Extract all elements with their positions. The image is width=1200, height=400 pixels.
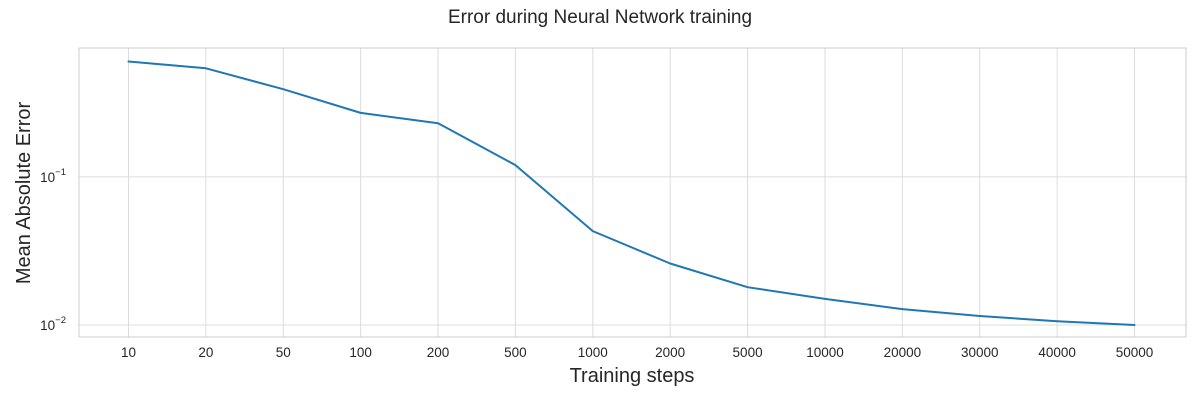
y-axis-ticks: 10−1 10−2 [40,167,66,333]
x-tick-label: 10 [121,345,136,360]
x-tick-label: 100 [349,345,372,360]
series-layer [127,60,1136,327]
y-axis-label: Mean Absolute Error [13,102,35,285]
x-axis-label: Training steps [570,365,695,387]
chart-title: Error during Neural Network training [448,7,752,28]
x-tick-label: 50000 [1116,345,1154,360]
x-tick-label: 200 [427,345,450,360]
series-line [127,60,1136,327]
x-tick-label: 20000 [884,345,922,360]
grid [79,48,1186,337]
y-tick-label: 10−2 [40,315,66,333]
x-tick-label: 5000 [733,345,763,360]
x-tick-label: 20 [198,345,213,360]
x-axis-ticks: 10 20 50 100 200 500 1000 2000 5000 10000 20000 300… [121,345,1153,360]
x-tick-label: 30000 [961,345,999,360]
x-tick-label: 10000 [806,345,844,360]
plot-frame [78,47,1187,338]
y-tick-label: 10−1 [40,167,66,185]
x-tick-label: 500 [504,345,527,360]
x-tick-label: 40000 [1038,345,1076,360]
x-tick-label: 1000 [578,345,608,360]
x-tick-label: 50 [276,345,291,360]
x-tick-label: 2000 [655,345,685,360]
